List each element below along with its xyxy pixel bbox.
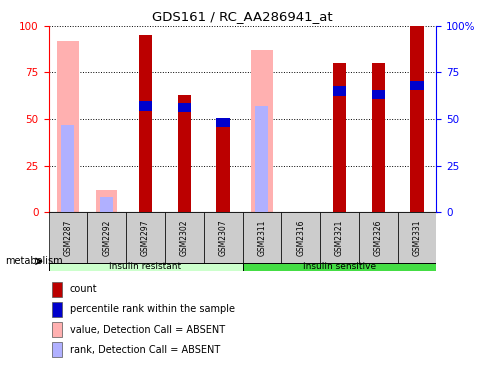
Bar bbox=[332, 63, 346, 212]
Text: GSM2287: GSM2287 bbox=[63, 220, 72, 256]
Text: GSM2326: GSM2326 bbox=[373, 220, 382, 256]
Bar bbox=[100, 197, 113, 212]
Text: value, Detection Call = ABSENT: value, Detection Call = ABSENT bbox=[70, 325, 225, 335]
Bar bbox=[251, 50, 272, 212]
Bar bbox=[397, 212, 436, 264]
Bar bbox=[177, 103, 191, 112]
Bar bbox=[52, 302, 62, 317]
Text: insulin sensitive: insulin sensitive bbox=[302, 262, 375, 271]
Text: GSM2331: GSM2331 bbox=[412, 220, 421, 256]
Text: count: count bbox=[70, 284, 97, 294]
Bar bbox=[165, 212, 203, 264]
Bar bbox=[138, 35, 152, 212]
Bar bbox=[409, 81, 423, 90]
Bar bbox=[371, 90, 384, 99]
Bar bbox=[332, 86, 346, 96]
Bar bbox=[96, 190, 117, 212]
Title: GDS161 / RC_AA286941_at: GDS161 / RC_AA286941_at bbox=[152, 10, 332, 23]
Bar bbox=[203, 212, 242, 264]
Bar bbox=[177, 95, 191, 212]
Bar bbox=[52, 281, 62, 297]
Bar bbox=[319, 212, 358, 264]
Text: percentile rank within the sample: percentile rank within the sample bbox=[70, 304, 234, 314]
Bar bbox=[409, 26, 423, 212]
Bar bbox=[61, 124, 74, 212]
Bar bbox=[242, 263, 436, 271]
Text: rank, Detection Call = ABSENT: rank, Detection Call = ABSENT bbox=[70, 345, 220, 355]
Text: insulin resistant: insulin resistant bbox=[109, 262, 181, 271]
Text: GSM2307: GSM2307 bbox=[218, 220, 227, 256]
Bar bbox=[281, 212, 319, 264]
Text: GSM2297: GSM2297 bbox=[141, 220, 150, 256]
Bar bbox=[57, 41, 78, 212]
Text: GSM2316: GSM2316 bbox=[296, 220, 304, 256]
Bar bbox=[52, 342, 62, 357]
Bar bbox=[216, 118, 229, 127]
Bar bbox=[358, 212, 397, 264]
Bar bbox=[216, 124, 229, 212]
Bar bbox=[138, 101, 152, 111]
Text: GSM2311: GSM2311 bbox=[257, 220, 266, 256]
Text: GSM2321: GSM2321 bbox=[334, 220, 343, 256]
Text: GSM2302: GSM2302 bbox=[180, 220, 188, 256]
Bar bbox=[371, 63, 384, 212]
Text: GSM2292: GSM2292 bbox=[102, 220, 111, 256]
Bar bbox=[87, 212, 126, 264]
Bar bbox=[242, 212, 281, 264]
Bar bbox=[48, 263, 242, 271]
Bar bbox=[48, 212, 87, 264]
Bar bbox=[126, 212, 165, 264]
Text: metabolism: metabolism bbox=[5, 256, 62, 266]
Bar bbox=[52, 322, 62, 337]
Bar bbox=[255, 106, 268, 212]
